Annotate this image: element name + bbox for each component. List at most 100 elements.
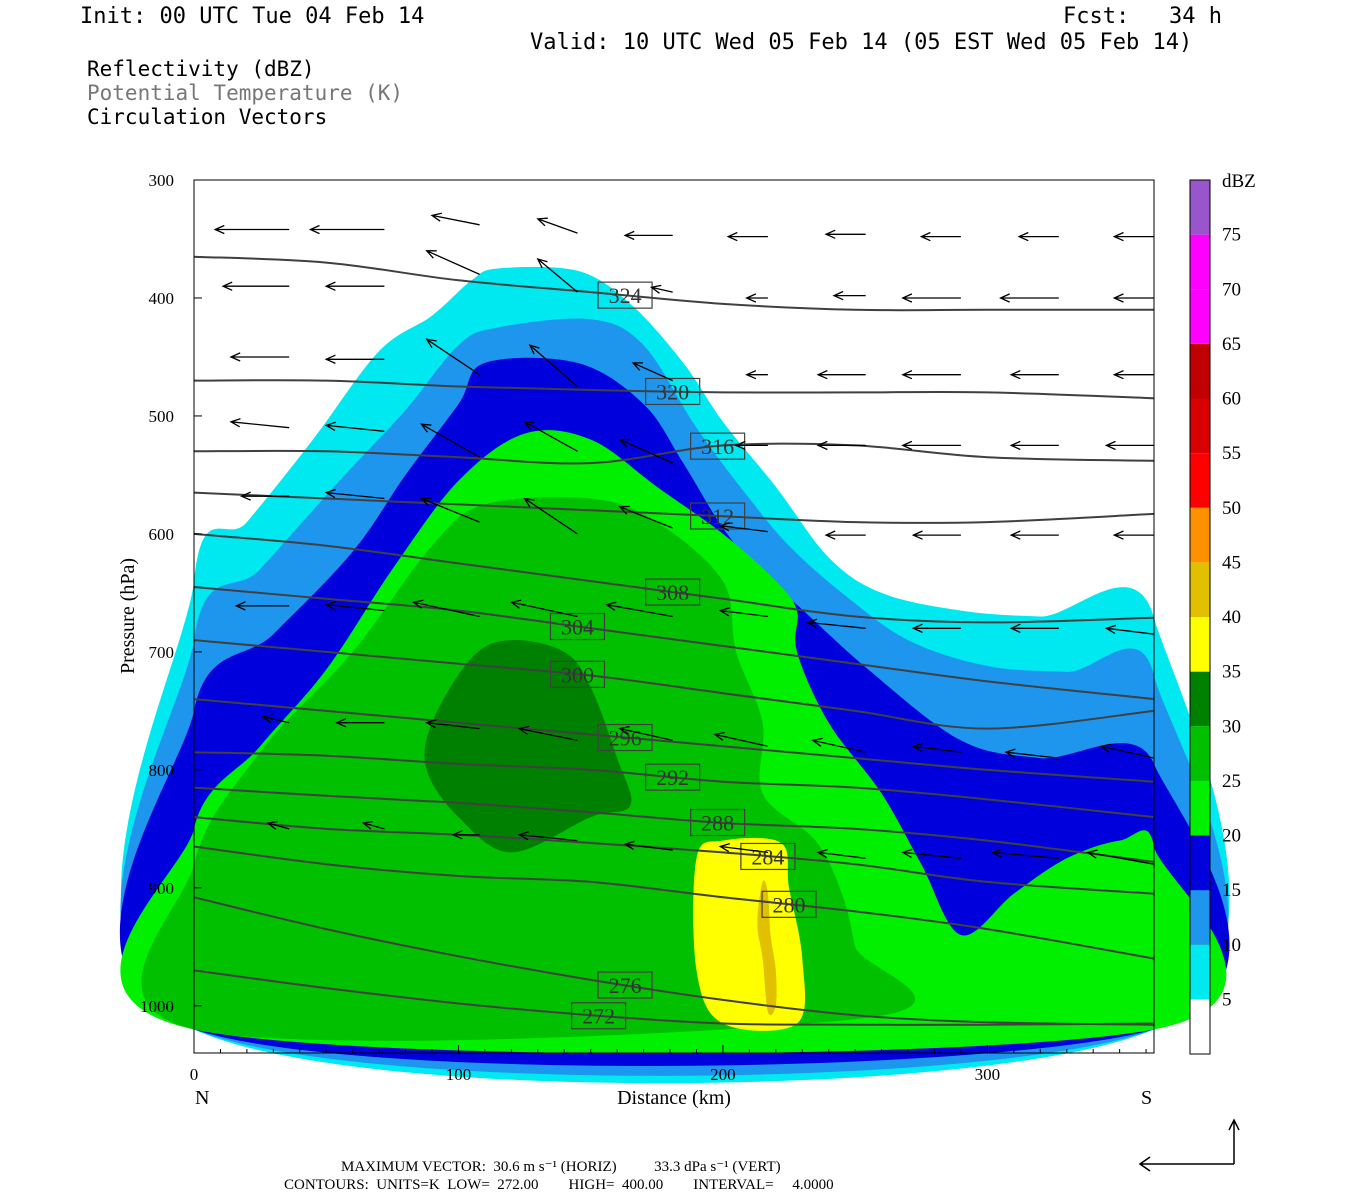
vector-arrow-73 [517,830,578,842]
colorbar-cell-10 [1190,890,1210,945]
vector-arrow-59 [1104,624,1155,635]
colorbar-label-70: 70 [1222,279,1241,300]
contour-label-272: 272 [582,1004,615,1029]
contour-label-312: 312 [701,504,734,529]
y-tick-label-1000: 1000 [140,997,174,1016]
x-tick-label-200: 200 [710,1065,736,1084]
vector-arrow-15 [745,293,768,303]
x-end-right: S [1141,1087,1152,1109]
vector-arrow-40 [240,491,290,501]
axes: 0 100 200 300 300 400 500 600 700 800 900 1000 [140,171,1147,1084]
vector-arrow-34 [618,438,673,464]
colorbar-cell-65 [1190,289,1210,344]
colorbar-cell-70 [1190,234,1210,290]
vector-arrow-78 [991,848,1059,859]
contour-label-324: 324 [609,283,642,308]
vector-arrow-63 [517,725,578,742]
x-tick-label-100: 100 [446,1065,472,1084]
max-vector-note: MAXIMUM VECTOR: 30.6 m s⁻¹ (HORIZ) 33.3 … [341,1159,781,1175]
theta-contour-324 [193,255,1154,312]
vector-arrow-41 [324,488,385,500]
vector-arrow-58 [1009,623,1059,633]
colorbar-cell-20 [1190,780,1210,836]
vector-arrow-6 [824,229,866,239]
vector-arrow-11 [324,281,385,291]
contour-label-292: 292 [656,765,689,790]
colorbar-cell-5 [1190,944,1210,1000]
vector-arrow-36 [816,440,866,451]
contour-label-box-296 [597,723,653,752]
colorbar-cell-75 [1190,180,1210,235]
vector-arrow-55 [718,607,768,618]
vector-arrow-69 [1099,743,1155,759]
reflectivity-30-dbz-region [424,639,632,853]
x-end-left: N [195,1087,209,1109]
colorbar-cell-60 [1190,343,1210,399]
init-time: Init: 00 UTC Tue 04 Feb 14 [80,4,425,29]
vector-arrow-67 [911,742,961,753]
vector-arrow-74 [623,840,673,851]
colorbar-label-10: 10 [1222,935,1241,956]
colorbar-cell-bottom [1190,999,1210,1054]
vector-arrow-38 [1009,440,1059,451]
colorbar-label-75: 75 [1222,225,1241,246]
contour-info: CONTOURS: UNITS=K LOW= 272.00 HIGH= 400.… [284,1177,834,1193]
vector-arrow-47 [911,530,961,540]
vector-arrow-28 [1009,370,1059,380]
vector-arrow-35 [734,440,768,451]
vector-arrow-65 [713,731,769,747]
theta-contour-312 [193,491,1155,524]
vector-arrow-76 [816,848,866,859]
y-tick-label-400: 400 [149,289,175,308]
vector-arrow-62 [425,718,480,730]
vector-arrow-50 [234,601,290,611]
vector-arrow-45 [718,522,768,533]
vector-arrow-8 [1017,231,1059,242]
colorbar-label-45: 45 [1222,552,1241,573]
vector-arrow-25 [745,370,768,380]
vector-arrow-53 [509,599,578,618]
colorbar-frame [1189,179,1211,1055]
vector-arrow-48 [1009,530,1059,540]
vector-arrow-29 [1112,370,1154,380]
theta-contour-304 [193,586,1155,701]
colorbar-cell-30 [1190,671,1210,727]
colorbar-label-55: 55 [1222,443,1241,464]
vector-arrow-46 [824,530,866,540]
vector-arrow-17 [901,293,961,303]
vector-arrow-0 [213,224,290,235]
colorbar-label-65: 65 [1222,334,1241,355]
vector-arrow-68 [1004,748,1059,759]
vector-arrow-23 [528,344,578,387]
vector-arrow-51 [324,600,385,612]
contour-label-box-320 [645,377,701,406]
contour-label-box-312 [690,502,746,530]
reflectivity-35-dbz-region [693,837,806,1031]
plot-frame [193,179,1155,1054]
vector-arrow-16 [832,290,866,301]
colorbar-cell-40 [1190,562,1210,617]
colorbar-cell-25 [1190,726,1210,781]
valid-time: Valid: 10 UTC Wed 05 Feb 14 (05 EST Wed … [530,30,1193,55]
y-tick-label-700: 700 [149,643,175,662]
y-tick-label-600: 600 [149,525,175,544]
x-axis-label: Distance (km) [617,1087,731,1109]
circulation-vectors [213,212,1155,865]
contour-label-304: 304 [561,615,594,640]
y-tick-label-900: 900 [149,879,175,898]
vector-arrow-43 [523,497,578,535]
legend-reflectivity: Reflectivity (dBZ) [87,57,315,81]
colorbar-cell-55 [1190,398,1210,454]
vector-arrow-72 [451,830,480,840]
vector-arrow-27 [901,370,961,380]
vector-arrow-19 [1112,293,1154,303]
vector-arrow-20 [229,352,290,362]
reference-vector-icon [1138,1118,1240,1172]
y-tick-label-800: 800 [149,761,175,780]
theta-contour-288 [193,786,1155,863]
contour-label-box-276 [597,971,653,999]
vector-arrow-1 [308,224,385,235]
vector-arrow-32 [420,423,480,458]
vector-arrow-64 [618,725,673,742]
